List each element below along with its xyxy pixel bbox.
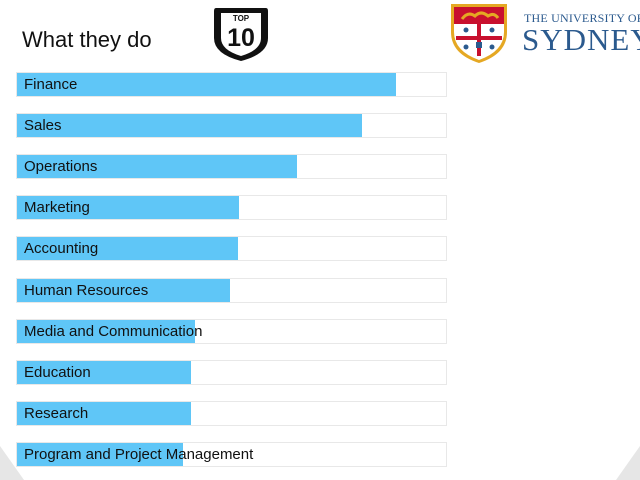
bar-label: Marketing [24, 199, 90, 217]
bar-label: Finance [24, 76, 78, 93]
bar-row: Media and Communication [16, 318, 447, 344]
bar [17, 278, 230, 302]
bar [17, 442, 184, 466]
bar-label: Operations [24, 158, 98, 176]
bar-row: Research [16, 400, 447, 426]
bar-label: Sales [24, 117, 62, 135]
university-logo: THE UNIVERSITY OF SYDNEY [448, 2, 640, 64]
bar-label: Media and Communication [24, 322, 203, 340]
bar-row: Program and Project Management [16, 441, 447, 467]
bar-row: Education [16, 359, 447, 385]
bar [17, 73, 396, 96]
bar [17, 114, 363, 138]
page-title: What they do [22, 27, 152, 52]
corner-shadow-right [616, 446, 640, 480]
bar-chart: Finance Sales Operations Marketing Accountin… [16, 72, 448, 472]
bar [17, 237, 238, 261]
bar-row: Marketing [16, 195, 447, 221]
bar [17, 401, 191, 425]
top-10-icon: TOP 10 [214, 8, 268, 61]
bar-row: Operations [16, 154, 447, 180]
top-badge-number: 10 [227, 24, 255, 52]
bar [17, 360, 192, 384]
bar [17, 196, 240, 220]
bar-label: Accounting [24, 240, 99, 258]
bar [17, 319, 196, 343]
bar-row: Human Resources [16, 277, 447, 303]
bar-row: Accounting [16, 236, 447, 262]
bar-label: Human Resources [24, 281, 149, 299]
top-badge-label: TOP [233, 14, 250, 23]
bar-label: Research [24, 404, 89, 422]
bar [17, 155, 298, 179]
bar-row: Finance [16, 72, 447, 97]
corner-shadow-left [0, 446, 24, 480]
bar-label: Program and Project Management [24, 445, 254, 463]
university-crest-icon [451, 4, 507, 63]
bar-label: Education [24, 363, 91, 381]
logo-line-2: SYDNEY [522, 22, 640, 57]
bar-row: Sales [16, 113, 447, 139]
logo-line-1: THE UNIVERSITY OF [524, 11, 640, 25]
